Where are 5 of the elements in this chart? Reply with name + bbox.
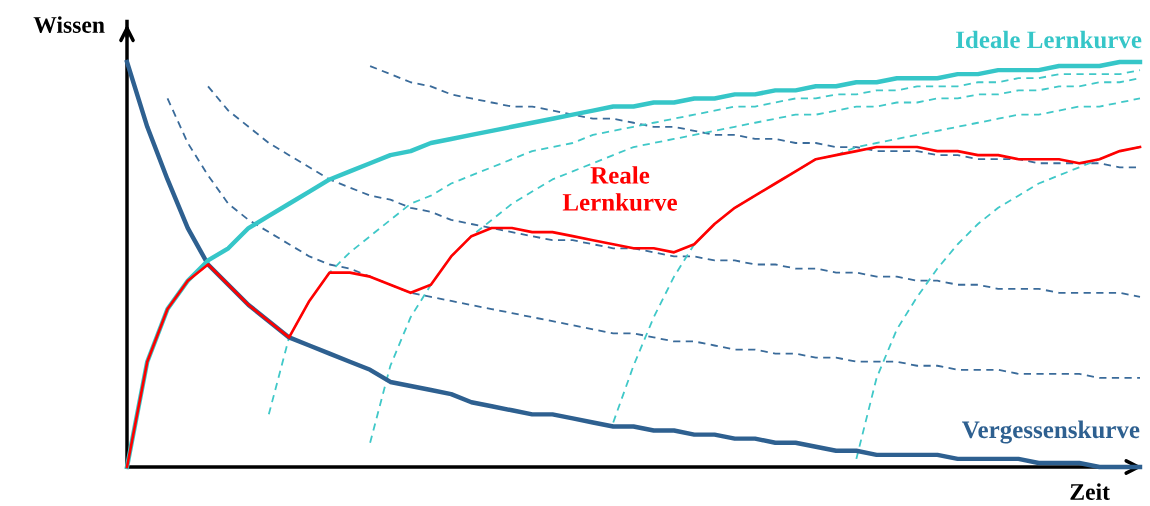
y-axis-title: Wissen (33, 16, 105, 34)
series-label: Vergessenskurve (962, 420, 1140, 444)
x-axis-title: Zeit (1070, 483, 1110, 500)
series-label: Ideale Lernkurve (956, 30, 1142, 49)
series-label: Reale Lernkurve (562, 166, 677, 211)
